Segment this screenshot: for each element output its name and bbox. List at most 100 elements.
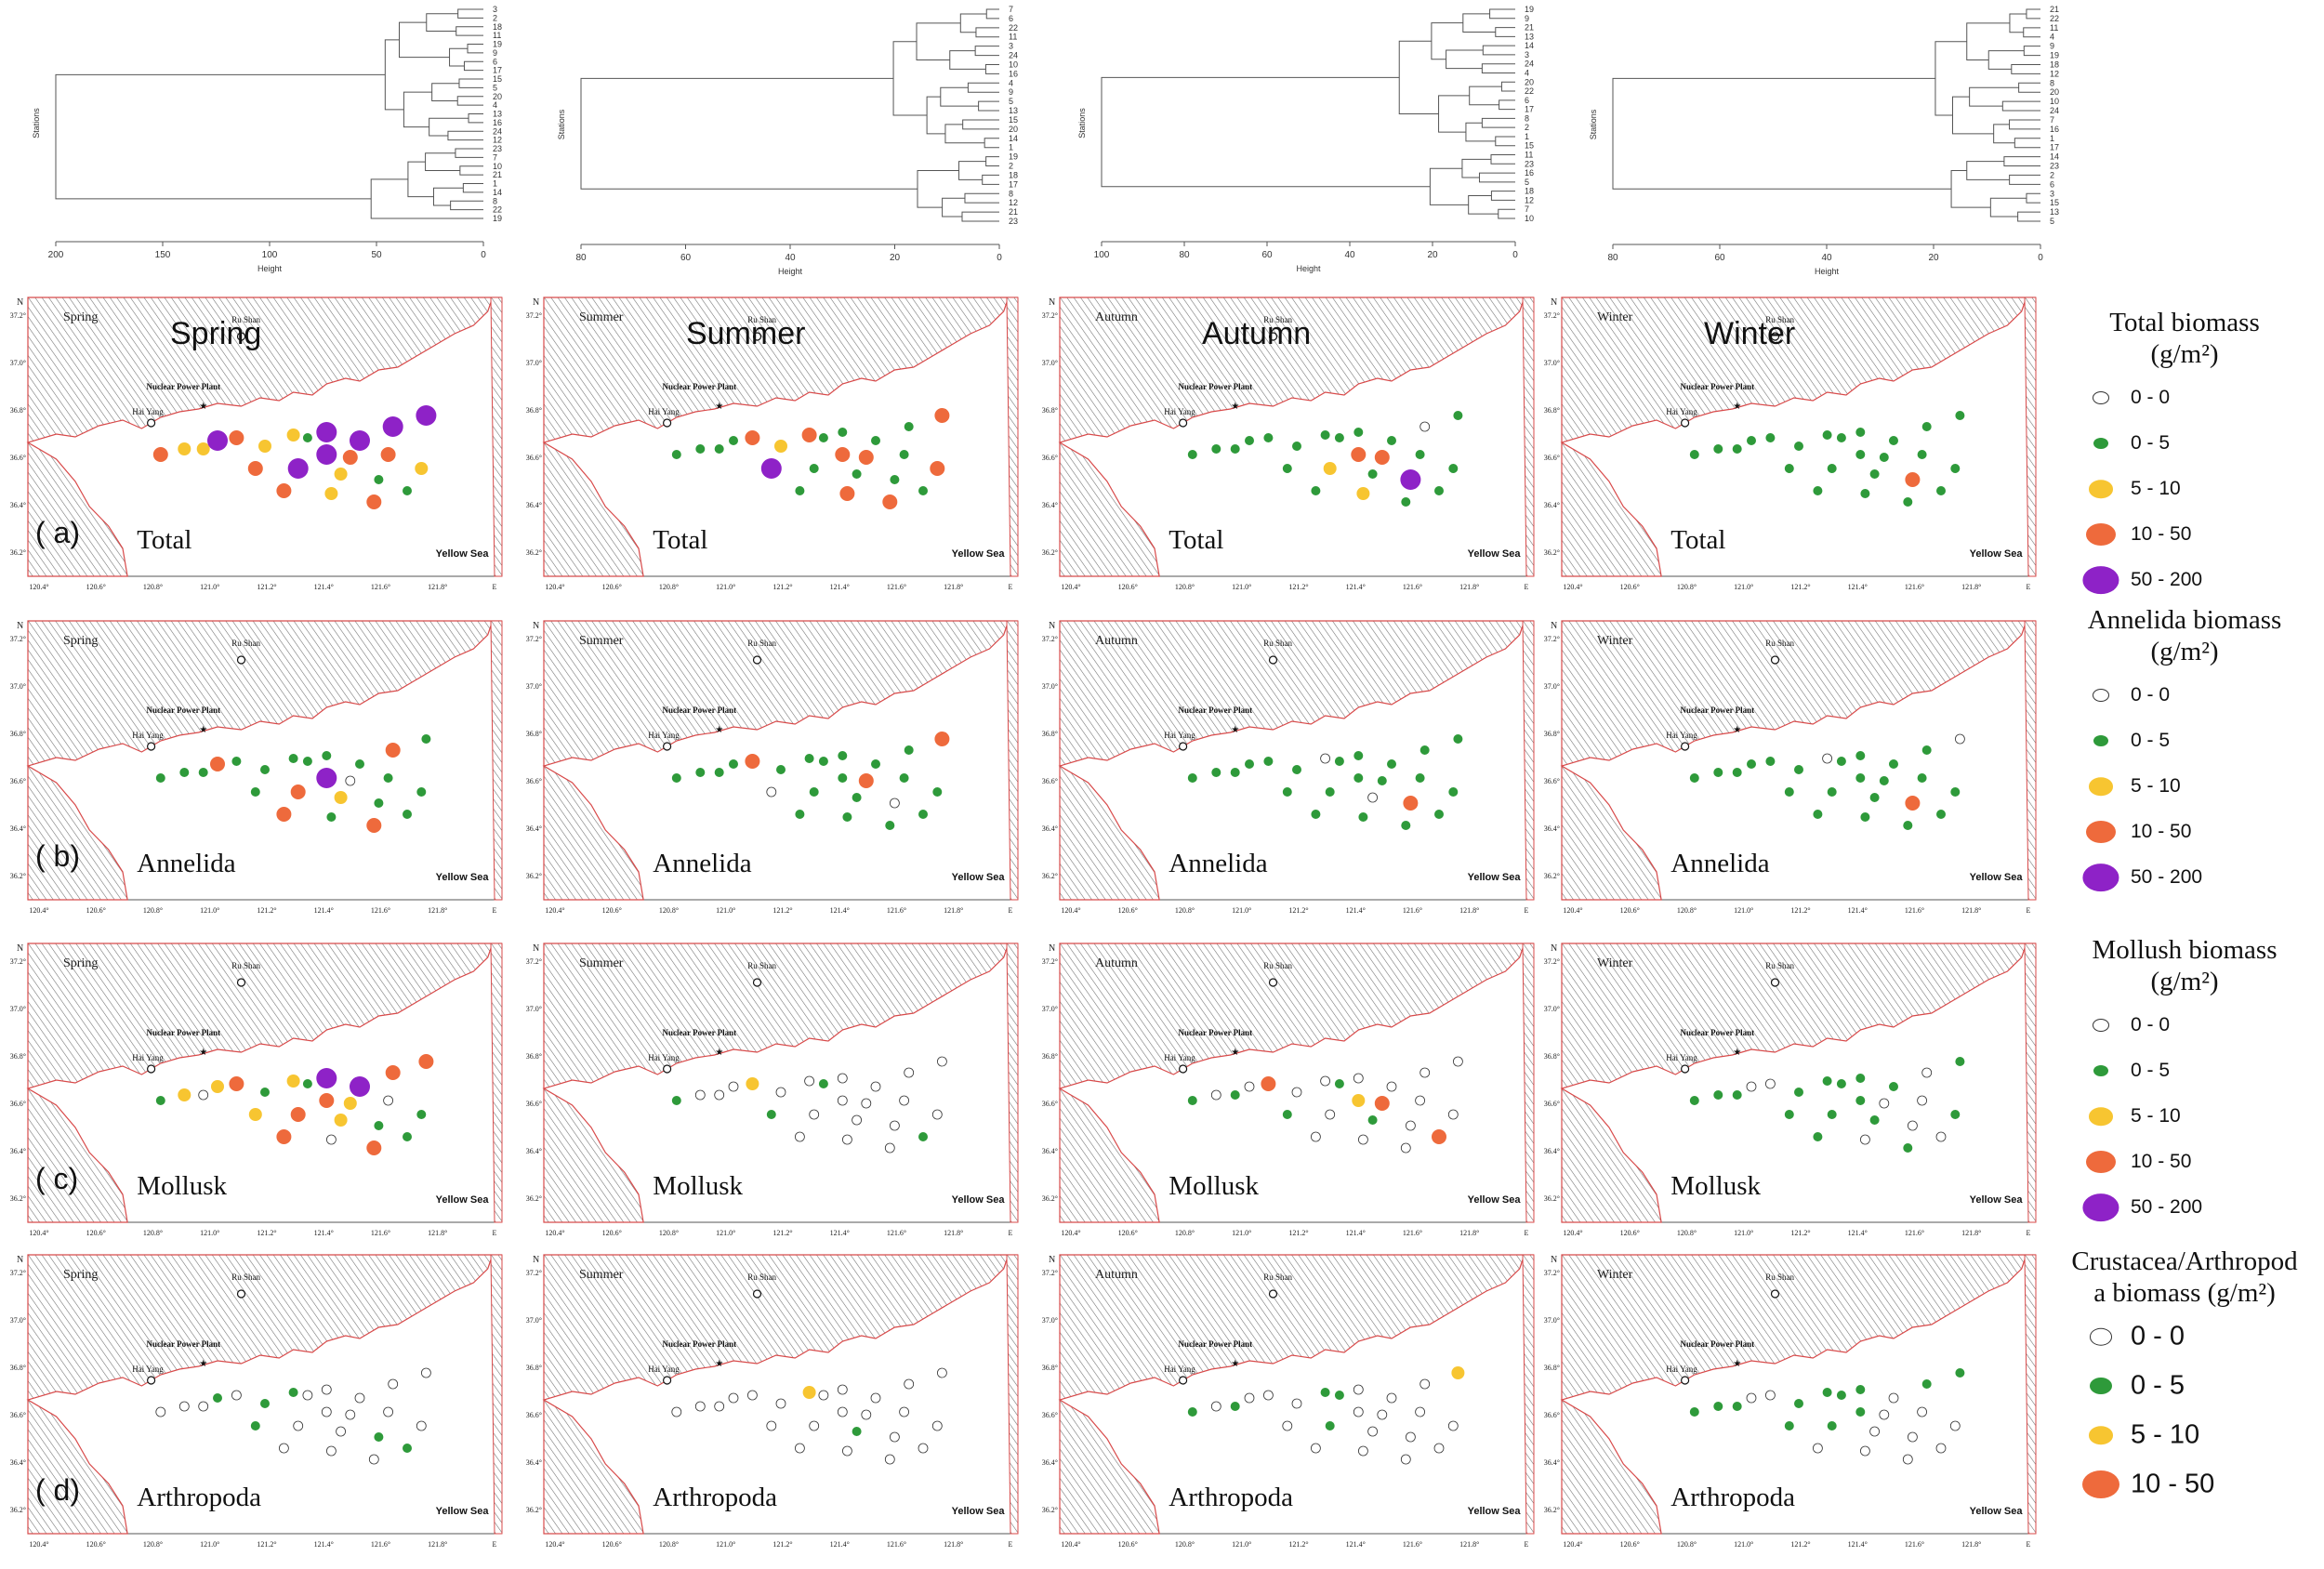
station-point — [1689, 450, 1699, 459]
lat-tick-label: 36.6° — [1544, 1100, 1560, 1108]
dendrogram-branch — [2009, 174, 2040, 185]
station-point — [366, 818, 382, 833]
leaf-label: 8 — [493, 196, 497, 205]
leaf-label: 17 — [1525, 105, 1534, 114]
station-point — [342, 450, 358, 465]
lon-tick-label: 120.6° — [86, 1229, 106, 1237]
leaf-label: 4 — [2050, 33, 2054, 42]
leaf-label: 19 — [1525, 5, 1534, 14]
station-point — [884, 1142, 895, 1154]
station-point — [794, 1131, 805, 1142]
leaf-label: 7 — [493, 152, 497, 162]
station-point — [745, 754, 760, 769]
station-point — [1291, 1398, 1302, 1409]
lon-tick-label: 121.4° — [1346, 906, 1366, 915]
x-tick-label: 200 — [48, 250, 64, 260]
station-point — [934, 408, 950, 423]
station-point — [1211, 768, 1221, 777]
station-point — [382, 416, 403, 437]
station-point — [1434, 810, 1444, 819]
dendrogram-branch — [399, 21, 450, 59]
station-point — [278, 1443, 289, 1454]
dendrogram-branch — [964, 192, 999, 204]
lon-tick-label: 120.6° — [1620, 1229, 1640, 1237]
station-point — [1244, 1392, 1255, 1404]
lat-tick-label: 36.6° — [1544, 1411, 1560, 1419]
station-point — [198, 1089, 209, 1101]
station-point — [1855, 751, 1866, 760]
leaf-label: 4 — [493, 100, 497, 110]
hai-yang-marker — [1681, 1064, 1690, 1074]
lon-tick-label: 121.0° — [1734, 1540, 1753, 1549]
season-tag: Winter — [1597, 634, 1633, 648]
dendrogram-branch — [2023, 27, 2040, 38]
land-mass — [1560, 943, 2036, 1223]
group-label: Annelida — [653, 849, 751, 878]
dendrogram-branch — [985, 8, 999, 20]
station-point — [354, 1392, 365, 1404]
dendrogram-branch — [1469, 86, 1502, 106]
lat-tick-label: 36.8° — [526, 1052, 542, 1061]
station-point — [1855, 1074, 1866, 1083]
lon-tick-label: 120.4° — [29, 583, 48, 591]
station-point — [1869, 793, 1880, 802]
station-point — [336, 1426, 347, 1437]
station-point — [671, 450, 681, 459]
lat-tick-label: 37.2° — [1042, 1269, 1058, 1277]
station-point — [1907, 1120, 1918, 1131]
station-point — [889, 798, 900, 809]
lon-tick-label: 121.4° — [1848, 906, 1868, 915]
station-point — [804, 754, 814, 763]
north-label: N — [1049, 943, 1055, 954]
north-label: N — [1551, 1255, 1557, 1265]
station-point — [198, 768, 208, 777]
hai-yang-marker — [1179, 418, 1188, 428]
station-point — [1950, 1110, 1961, 1119]
lon-tick-label: 120.6° — [1620, 906, 1640, 915]
station-point — [1367, 792, 1379, 803]
station-point — [852, 793, 862, 802]
lon-tick-label: 121.2° — [1790, 583, 1810, 591]
station-point — [302, 433, 312, 442]
lon-tick-label: 120.6° — [1118, 1229, 1138, 1237]
hai-yang-label: Hai Yang — [648, 731, 680, 740]
lon-tick-label: 121.2° — [1288, 1229, 1308, 1237]
legend-unit: (g/m²) — [2150, 637, 2219, 666]
map-panel-total-autumn: N 37.2° 37.0° 36.8° 36.6° 36.4° 36.2° 120.4° 120… — [1042, 297, 1535, 591]
map-panel-mollusk-autumn: N 37.2° 37.0° 36.8° 36.6° 36.4° 36.2° 120.4° 120… — [1042, 943, 1535, 1237]
leaf-label: 7 — [2050, 115, 2054, 125]
station-point — [899, 450, 909, 459]
leaf-label: 17 — [1009, 179, 1018, 189]
yellow-sea-label: Yellow Sea — [436, 1506, 490, 1517]
station-point — [1827, 787, 1837, 797]
legend-symbol — [2082, 1470, 2119, 1498]
lon-tick-label: 120.4° — [545, 1229, 564, 1237]
npp-marker: ★ — [1733, 1048, 1741, 1058]
legend-symbol — [2093, 1019, 2109, 1032]
dendrogram-branch — [1468, 195, 1499, 215]
station-point — [374, 1121, 384, 1130]
station-point — [1917, 773, 1927, 783]
station-point — [1353, 751, 1364, 760]
ru-shan-label: Ru Shan — [747, 315, 776, 324]
yellow-sea-label: Yellow Sea — [1970, 548, 2024, 560]
ru-shan-marker — [752, 655, 762, 665]
leaf-label: 8 — [1009, 189, 1013, 198]
leaf-label: 20 — [1525, 77, 1534, 86]
dendrogram-branch — [458, 78, 483, 88]
lat-tick-label: 36.4° — [10, 824, 26, 833]
x-tick-label: 40 — [1344, 250, 1355, 260]
station-point — [774, 440, 787, 453]
lon-tick-label: 120.4° — [29, 1540, 48, 1549]
lon-tick-label: 121.8° — [1961, 1229, 1981, 1237]
leaf-label: 12 — [1525, 195, 1534, 204]
lon-tick-label: 121.4° — [830, 583, 850, 591]
dendrogram-branch — [457, 8, 483, 19]
station-point — [1325, 787, 1335, 797]
station-point — [1822, 1076, 1832, 1086]
dendrogram-branch — [429, 117, 469, 137]
ru-shan-label: Ru Shan — [1765, 639, 1794, 648]
station-point — [316, 444, 337, 465]
station-point — [302, 1079, 312, 1088]
leaf-label: 11 — [1009, 33, 1017, 42]
